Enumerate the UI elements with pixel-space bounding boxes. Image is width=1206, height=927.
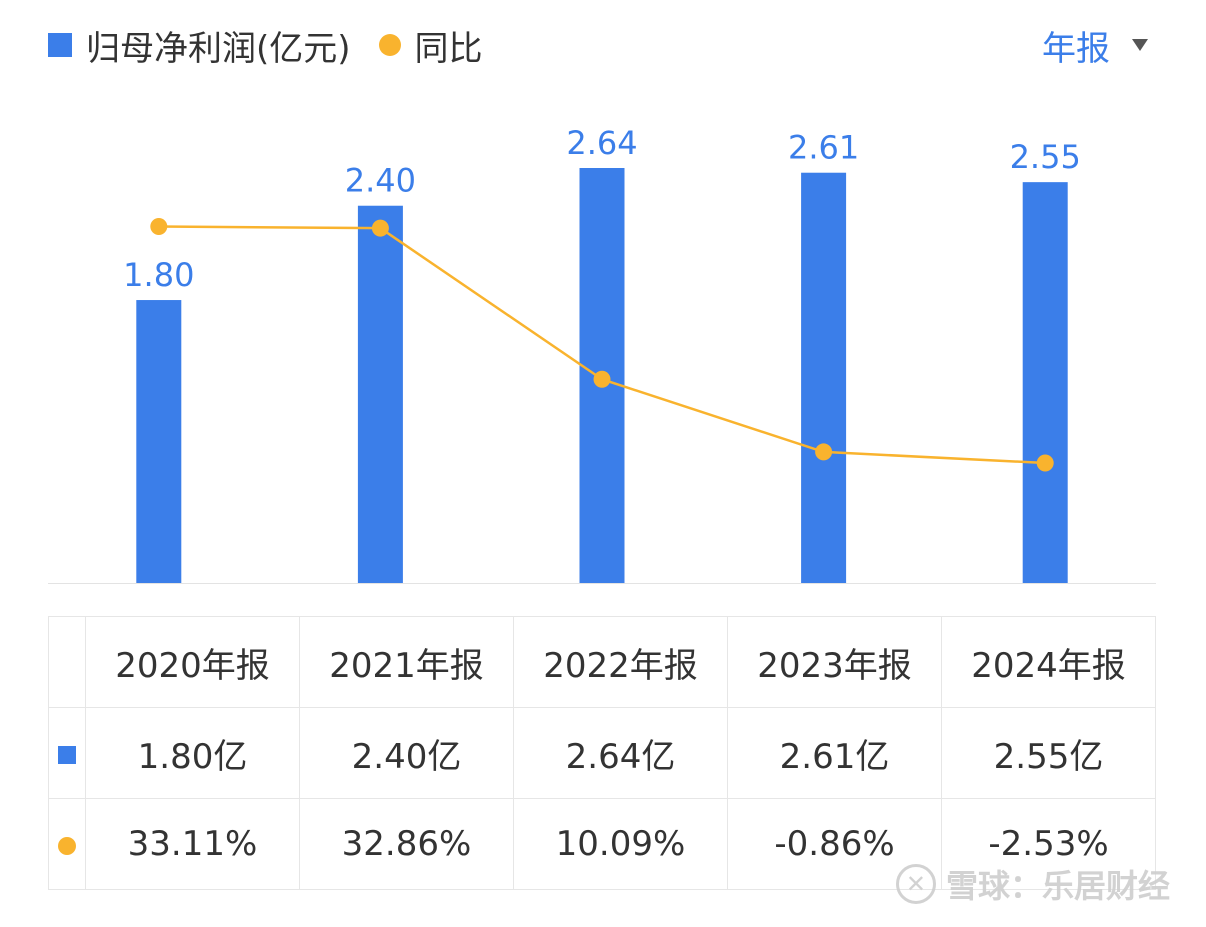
period-selector[interactable]: 年报: [1042, 22, 1148, 69]
row-marker-cell: [48, 707, 86, 799]
line-legend-marker: [378, 34, 401, 56]
caret-down-icon: [1132, 39, 1148, 51]
line-legend-label: 同比: [414, 28, 483, 69]
table-header-cell: 2020年报: [85, 616, 300, 708]
bar-value-label: 2.40: [345, 162, 416, 200]
table-cell: -2.53%: [941, 798, 1156, 890]
table-cell: 2.61亿: [727, 707, 942, 799]
table-row-net-profit: 1.80亿 2.40亿 2.64亿 2.61亿 2.55亿: [48, 707, 1156, 799]
table-cell: 2.40亿: [299, 707, 514, 799]
table-header-row: 2020年报 2021年报 2022年报 2023年报 2024年报: [48, 616, 1156, 708]
yoy-point: [371, 219, 389, 237]
watermark-text: 雪球：乐居财经: [945, 867, 1170, 905]
table-row-yoy: 33.11% 32.86% 10.09% -0.86% -2.53%: [48, 798, 1156, 890]
table-cell: 10.09%: [513, 798, 728, 890]
yoy-point: [593, 370, 611, 388]
chart-legend: 归母净利润(亿元) 同比: [48, 22, 483, 69]
yoy-point: [150, 218, 168, 235]
line-series-marker: [58, 837, 76, 855]
bar-value-label: 2.64: [566, 124, 637, 162]
row-marker-cell: [48, 798, 86, 890]
bar-legend-marker: [48, 33, 72, 57]
table-header-cell: 2022年报: [513, 616, 728, 708]
table-cell: 1.80亿: [85, 707, 300, 799]
net-profit-chart: 1.80 2.40 2.64 2.61 2.55: [48, 124, 1156, 584]
bar: [136, 300, 182, 583]
xueqiu-logo-icon: ✕: [895, 864, 936, 904]
bar-value-label: 2.61: [788, 129, 859, 167]
table-cell: 33.11%: [85, 798, 300, 890]
bar: [1022, 182, 1068, 584]
table-header-cell: 2024年报: [941, 616, 1156, 708]
yoy-point: [815, 443, 833, 461]
table-cell: 32.86%: [299, 798, 514, 890]
bar: [801, 172, 847, 583]
table-cell: 2.55亿: [941, 707, 1156, 799]
data-table: 2020年报 2021年报 2022年报 2023年报 2024年报 1.80亿…: [48, 616, 1156, 890]
bar-value-label: 2.55: [1010, 138, 1081, 176]
bar-legend-label: 归母净利润(亿元): [86, 28, 351, 69]
table-header-cell: 2023年报: [727, 616, 942, 708]
bar: [357, 205, 403, 583]
yoy-point: [1036, 454, 1054, 472]
bar-value-label: 1.80: [123, 256, 194, 294]
table-cell: 2.64亿: [513, 707, 728, 799]
watermark: ✕ 雪球：乐居财经: [895, 861, 1170, 907]
period-selector-label: 年报: [1042, 28, 1110, 69]
bar-series-marker: [58, 746, 76, 764]
table-header-cell: 2021年报: [299, 616, 514, 708]
table-corner-cell: [48, 616, 86, 708]
